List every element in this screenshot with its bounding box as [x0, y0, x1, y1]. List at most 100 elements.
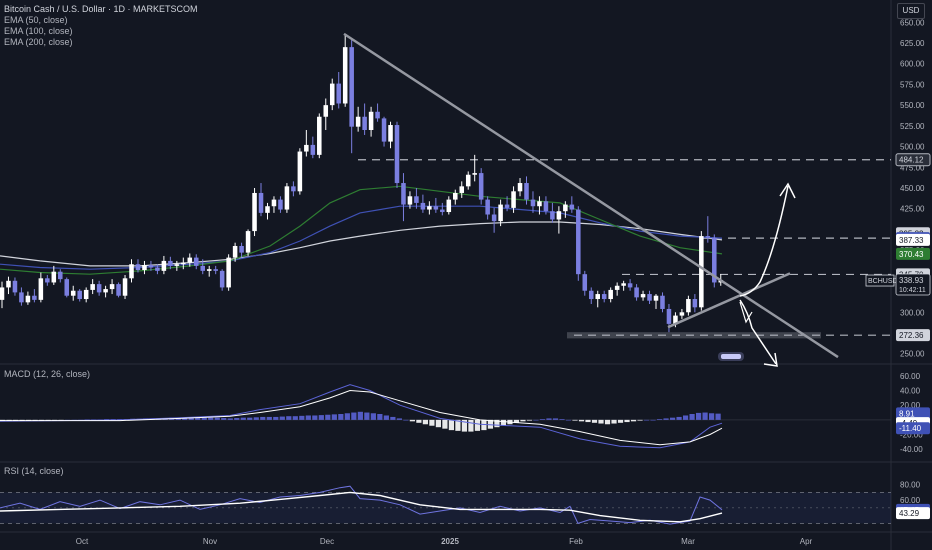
candle-body[interactable] [634, 287, 639, 298]
bearish-projection-arrow[interactable] [739, 299, 777, 365]
candle-body[interactable] [19, 292, 24, 303]
candle-body[interactable] [174, 264, 180, 266]
candle-body[interactable] [135, 264, 141, 271]
candle-body[interactable] [329, 83, 335, 106]
candle-body[interactable] [90, 284, 95, 290]
candle-body[interactable] [181, 262, 186, 265]
candle-body[interactable] [155, 267, 160, 271]
candle-body[interactable] [530, 199, 536, 207]
candle-body[interactable] [6, 280, 11, 288]
candle-body[interactable] [226, 257, 231, 288]
candle-body[interactable] [595, 294, 600, 300]
candle-body[interactable] [498, 204, 503, 222]
candle-body[interactable] [51, 271, 57, 283]
candle-body[interactable] [252, 192, 257, 232]
candle-body[interactable] [433, 206, 439, 210]
candle-body[interactable] [692, 299, 698, 308]
candle-body[interactable] [32, 295, 37, 300]
candle-body[interactable] [440, 209, 445, 213]
candle-body[interactable] [58, 271, 63, 280]
descending-trendline[interactable] [343, 32, 839, 359]
candle-body[interactable] [627, 283, 633, 288]
candle-body[interactable] [355, 116, 361, 127]
candle-body[interactable] [608, 289, 613, 300]
candle-body[interactable] [576, 209, 581, 275]
candle-body[interactable] [304, 144, 309, 152]
currency-button[interactable]: USD [897, 3, 925, 19]
candle-body[interactable] [621, 283, 626, 286]
candle-body[interactable] [537, 201, 542, 207]
candle-body[interactable] [245, 231, 251, 253]
candle-body[interactable] [342, 47, 348, 104]
candle-body[interactable] [103, 289, 108, 293]
candle-body[interactable] [394, 125, 400, 184]
candle-body[interactable] [336, 83, 341, 104]
candle-body[interactable] [459, 186, 465, 193]
candle-body[interactable] [712, 237, 717, 283]
candle-body[interactable] [349, 47, 354, 127]
candle-body[interactable] [588, 290, 594, 300]
candle-body[interactable] [362, 116, 367, 130]
candle-body[interactable] [25, 295, 31, 303]
candle-body[interactable] [420, 202, 426, 210]
candle-body[interactable] [550, 211, 555, 220]
candle-body[interactable] [453, 192, 458, 200]
candle-body[interactable] [472, 173, 477, 175]
candle-body[interactable] [414, 196, 419, 203]
candle-body[interactable] [563, 204, 568, 212]
candle-body[interactable] [161, 260, 167, 271]
candle-body[interactable] [291, 186, 296, 192]
candle-body[interactable] [70, 290, 76, 296]
candle-body[interactable] [38, 278, 44, 300]
candle-body[interactable] [122, 278, 128, 296]
candle-body[interactable] [381, 118, 387, 142]
candle-body[interactable] [511, 191, 516, 208]
candle-body[interactable] [148, 265, 154, 268]
candle-body[interactable] [64, 279, 70, 296]
candle-body[interactable] [317, 116, 322, 155]
candle-body[interactable] [129, 264, 134, 279]
candle-body[interactable] [258, 192, 264, 213]
candle-body[interactable] [647, 294, 652, 301]
candle-body[interactable] [699, 236, 704, 308]
candle-body[interactable] [12, 280, 18, 293]
candle-body[interactable] [446, 199, 452, 213]
candle-body[interactable] [206, 269, 212, 271]
candle-body[interactable] [556, 211, 562, 220]
candle-body[interactable] [284, 186, 290, 210]
candle-body[interactable] [601, 294, 607, 300]
candle-body[interactable] [478, 173, 484, 200]
candle-body[interactable] [504, 204, 510, 208]
candle-body[interactable] [77, 290, 82, 300]
candle-body[interactable] [83, 289, 89, 300]
candle-body[interactable] [614, 285, 620, 290]
candle-body[interactable] [193, 257, 199, 266]
candle-body[interactable] [679, 312, 685, 316]
candle-body[interactable] [485, 199, 490, 215]
candle-body[interactable] [517, 183, 523, 192]
candle-body[interactable] [465, 174, 471, 187]
candle-body[interactable] [582, 274, 588, 291]
candle-body[interactable] [686, 299, 691, 313]
candle-body[interactable] [142, 265, 147, 271]
candle-body[interactable] [653, 295, 659, 301]
candle-body[interactable] [543, 201, 549, 212]
candle-body[interactable] [569, 204, 575, 210]
candle-body[interactable] [0, 287, 5, 300]
candle-body[interactable] [310, 144, 316, 155]
candle-body[interactable] [323, 105, 329, 117]
candle-body[interactable] [401, 183, 406, 205]
candle-body[interactable] [187, 257, 193, 263]
candle-body[interactable] [407, 196, 413, 205]
candle-body[interactable] [168, 260, 173, 266]
candle-body[interactable] [232, 246, 238, 258]
candle-body[interactable] [368, 111, 374, 130]
candle-body[interactable] [375, 111, 380, 119]
candle-body[interactable] [96, 284, 102, 293]
candle-body[interactable] [640, 294, 646, 298]
candle-body[interactable] [705, 236, 711, 238]
candle-body[interactable] [297, 151, 303, 192]
candle-body[interactable] [45, 278, 50, 283]
